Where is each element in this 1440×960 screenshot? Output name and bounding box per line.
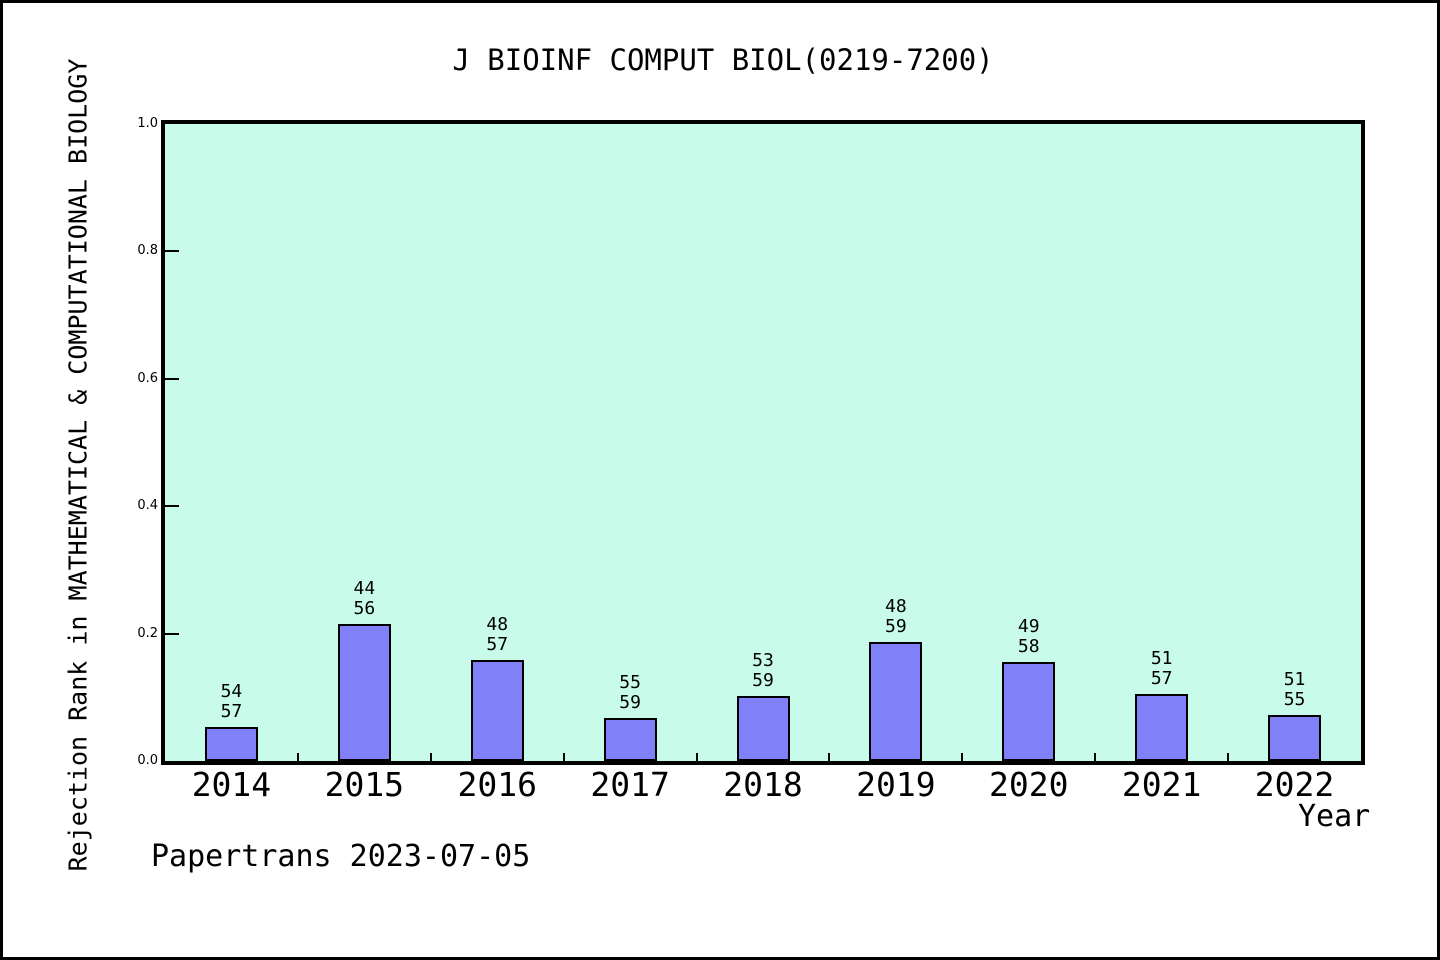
bar <box>1135 694 1189 761</box>
x-tick-mark <box>296 753 299 761</box>
x-tick-label: 2014 <box>191 765 272 804</box>
bar-label-total: 57 <box>486 634 509 655</box>
bar <box>204 727 258 761</box>
x-tick-label: 2019 <box>856 765 936 804</box>
bar-label-rank: 51 <box>1150 648 1173 669</box>
x-tick-label: 2022 <box>1254 765 1335 804</box>
bar-label-rank: 49 <box>1017 616 1040 637</box>
bar-label-total: 57 <box>1150 668 1173 689</box>
bar-label-rank: 44 <box>353 578 376 599</box>
bar-label-total: 57 <box>220 701 243 722</box>
y-tick-label: 0.4 <box>137 498 158 514</box>
x-tick-label: 2016 <box>457 765 537 804</box>
bar-label-total: 59 <box>885 616 907 637</box>
bar-label-total: 59 <box>619 692 641 713</box>
x-axis-title: Year <box>1298 799 1371 834</box>
bar-label-total: 59 <box>752 670 774 691</box>
bar-label: 51 57 <box>1102 649 1222 689</box>
x-tick-label: 2021 <box>1121 765 1202 804</box>
bar <box>1268 715 1322 761</box>
bar <box>470 660 524 761</box>
y-tick-label: 1.0 <box>137 116 158 131</box>
bar-label: 49 58 <box>969 617 1089 657</box>
y-tick-label: 0.0 <box>137 753 158 768</box>
plot-inner: 54 57 44 56 48 57 55 59 53 59 48 59 49 58 51 57 51 55 <box>165 124 1361 761</box>
x-tick-mark <box>562 753 565 761</box>
x-tick-mark <box>1227 753 1230 761</box>
bar-label: 44 56 <box>304 579 424 619</box>
bar-label-total: 55 <box>1283 689 1306 710</box>
y-tick-mark <box>165 250 179 253</box>
plot-area: 54 57 44 56 48 57 55 59 53 59 48 59 49 58 51 57 51 55 <box>161 120 1365 765</box>
bar-label-rank: 53 <box>752 650 774 671</box>
y-tick-label: 0.8 <box>137 243 158 259</box>
x-tick-label: 2017 <box>590 765 670 804</box>
x-tick-mark <box>429 753 432 761</box>
chart-title: J BIOINF COMPUT BIOL(0219-7200) <box>452 43 994 77</box>
x-tick-label: 2015 <box>324 765 405 804</box>
bar <box>736 696 790 761</box>
y-tick-label: 0.2 <box>137 625 158 641</box>
y-tick-mark <box>165 632 179 635</box>
x-tick-mark <box>961 753 964 761</box>
bar <box>1002 662 1056 761</box>
x-tick-mark <box>828 753 831 761</box>
bar-label: 55 59 <box>570 673 690 713</box>
bar-label-rank: 51 <box>1283 669 1306 690</box>
bar <box>603 718 657 761</box>
bar-label-rank: 48 <box>486 614 509 635</box>
x-tick-mark <box>695 753 698 761</box>
x-tick-mark <box>1094 753 1097 761</box>
bar-label-total: 56 <box>353 598 376 619</box>
bar-label: 54 57 <box>171 682 291 722</box>
bar-label-total: 58 <box>1017 636 1040 657</box>
bar-label-rank: 55 <box>619 672 641 693</box>
bar-label-rank: 48 <box>885 596 907 617</box>
watermark: Papertrans 2023-07-05 <box>151 839 531 874</box>
bar-label: 48 57 <box>437 615 557 655</box>
y-axis-label: Rejection Rank in MATHEMATICAL & COMPUTA… <box>63 58 93 872</box>
bar-label: 51 55 <box>1235 670 1355 710</box>
bar <box>337 624 391 761</box>
x-tick-label: 2020 <box>989 765 1069 804</box>
bar-label-rank: 54 <box>220 681 243 702</box>
bar-label: 53 59 <box>703 651 823 691</box>
bar-label: 48 59 <box>836 597 956 637</box>
bar <box>869 642 923 761</box>
y-tick-label: 0.6 <box>137 370 158 386</box>
y-tick-mark <box>165 377 179 380</box>
y-tick-mark <box>165 505 179 508</box>
x-tick-label: 2018 <box>723 765 803 804</box>
